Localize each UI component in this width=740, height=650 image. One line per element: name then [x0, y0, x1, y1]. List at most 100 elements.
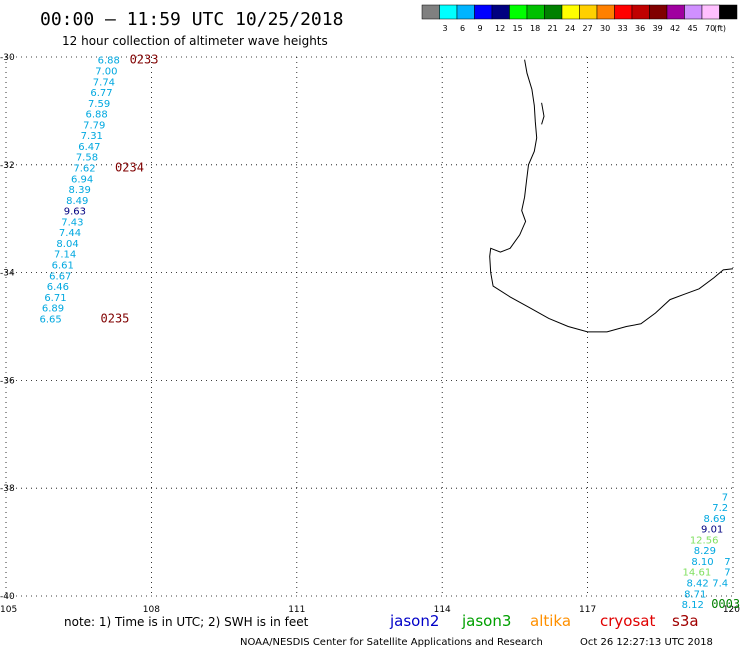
wave-height-label: 6.67 — [49, 271, 71, 282]
satellite-jason3: jason3 — [461, 612, 511, 630]
lon-tick-label: 120 — [723, 605, 740, 615]
legend-tick-label: 3 — [443, 24, 448, 33]
legend-tick-label: 39 — [653, 24, 663, 33]
legend-tick-label: 33 — [618, 24, 628, 33]
island-outline — [541, 102, 545, 125]
satellite-jason2: jason2 — [389, 612, 439, 630]
lon-tick-label: 111 — [288, 605, 305, 615]
lat-tick-label: -30 — [0, 53, 15, 63]
wave-height-label: 7.44 — [59, 228, 81, 239]
lon-tick-label: 114 — [434, 605, 451, 615]
map-area: -30 -32 -34 -36 -38 -40 105 108 111 114 117 120 6.8… — [0, 53, 740, 615]
map-title: 00:00 – 11:59 UTC 10/25/2018 — [40, 9, 343, 30]
wave-height-label: 6.47 — [78, 142, 100, 153]
wave-height-label: 7.43 — [61, 217, 83, 228]
wave-height-label: 8.69 — [703, 514, 725, 525]
legend-tick-label: 24 — [565, 24, 575, 33]
lat-tick-label: -32 — [0, 161, 15, 171]
wave-height-label: 8.12 — [682, 600, 704, 611]
legend-unit: (ft) — [714, 24, 726, 33]
wave-height-label: 7 — [724, 557, 730, 568]
legend-tick-label: 70 — [705, 24, 715, 33]
legend-swatch — [684, 4, 703, 20]
wave-height-label: 6.77 — [90, 88, 112, 99]
lat-tick-label: -38 — [0, 484, 15, 494]
legend-tick-label: 27 — [583, 24, 593, 33]
note-text: note: 1) Time is in UTC; 2) SWH is in fe… — [64, 615, 309, 629]
legend-swatch — [701, 4, 720, 20]
legend-tick-label: 6 — [460, 24, 465, 33]
legend-swatch — [509, 4, 528, 20]
track-southeast: 77.28.699.0112.568.298.1014.618.428.718.… — [682, 492, 740, 611]
legend-tick-label: 18 — [530, 24, 540, 33]
wave-height-label: 7.00 — [95, 66, 117, 77]
lon-tick-label: 105 — [0, 605, 17, 615]
legend-tick-label: 15 — [513, 24, 523, 33]
legend-swatch — [719, 4, 738, 20]
wave-height-label: 7.58 — [76, 153, 98, 164]
satellite-altika: altika — [530, 612, 571, 630]
wave-height-label: 8.71 — [684, 589, 706, 600]
legend-tick-label: 45 — [688, 24, 698, 33]
wave-height-label: 8.29 — [694, 546, 716, 557]
wave-height-label: 7.31 — [81, 131, 103, 142]
lon-tick-label: 117 — [579, 605, 596, 615]
wave-height-label: 6.89 — [42, 304, 64, 315]
wave-height-label: 6.61 — [52, 261, 74, 272]
legend-tick-label: 12 — [495, 24, 505, 33]
legend-tick-label: 9 — [478, 24, 483, 33]
satellite-s3a: s3a — [672, 612, 699, 630]
legend-swatch — [439, 4, 458, 20]
wave-height-label: 6.94 — [71, 174, 93, 185]
axis-tick-labels: -30 -32 -34 -36 -38 -40 105 108 111 114 117 120 — [0, 53, 740, 615]
grid-lines — [5, 56, 734, 597]
satellite-cryosat: cryosat — [600, 612, 655, 630]
legend-tick-label: 42 — [670, 24, 680, 33]
wave-height-label: 8.04 — [56, 239, 78, 250]
wave-height-label: 6.88 — [86, 110, 108, 121]
legend-swatch — [631, 4, 650, 20]
wave-height-label: 6.46 — [47, 282, 69, 293]
wave-height-label: 7.2 — [712, 503, 728, 514]
wave-height-label: 8.10 — [691, 557, 713, 568]
wave-height-label: 12.56 — [690, 535, 719, 546]
time-label: 0235 — [101, 311, 130, 325]
time-label: 0003 — [711, 597, 740, 611]
legend-swatch — [614, 4, 633, 20]
track-west: 6.887.007.746.777.596.887.797.316.477.58… — [39, 53, 158, 326]
map-subtitle: 12 hour collection of altimeter wave hei… — [62, 34, 328, 48]
wave-height-label: 7.14 — [54, 250, 76, 261]
wave-height-label: 7 — [724, 568, 730, 579]
wave-height-label: 7 — [722, 492, 728, 503]
wave-height-label: 8.39 — [69, 185, 91, 196]
wave-height-label: 8.42 — [687, 579, 709, 590]
legend-swatch — [561, 4, 580, 20]
legend-tick-label: 36 — [635, 24, 645, 33]
footer-credit: NOAA/NESDIS Center for Satellite Applica… — [240, 637, 543, 648]
wave-height-label: 9.01 — [701, 525, 723, 536]
time-label: 0233 — [130, 53, 159, 67]
wave-height-label: 6.88 — [98, 56, 120, 67]
wave-height-label: 7.62 — [73, 163, 95, 174]
wave-height-label: 8.49 — [66, 196, 88, 207]
wave-height-label: 9.63 — [64, 207, 86, 218]
wave-height-label: 7.74 — [93, 77, 115, 88]
lat-tick-label: -40 — [0, 592, 15, 602]
satellite-legend: jason2 jason3 altika cryosat s3a — [389, 612, 699, 630]
wave-height-label: 14.61 — [683, 568, 712, 579]
legend-swatch — [474, 4, 493, 20]
lat-tick-label: -34 — [0, 269, 15, 279]
legend-swatch — [491, 4, 510, 20]
wave-height-label: 6.71 — [44, 293, 66, 304]
altimeter-tracks: 6.887.007.746.777.596.887.797.316.477.58… — [39, 53, 740, 611]
legend-swatch — [666, 4, 685, 20]
wave-height-label: 7.4 — [712, 579, 728, 590]
wave-height-label: 7.79 — [83, 120, 105, 131]
coastline — [489, 59, 734, 333]
legend-swatch — [649, 4, 668, 20]
color-legend: 3 6 9 12 15 18 21 24 27 30 33 36 39 42 45 70 — [421, 4, 738, 33]
legend-swatch — [544, 4, 563, 20]
lon-tick-label: 108 — [143, 605, 160, 615]
footer-timestamp: Oct 26 12:27:13 UTC 2018 — [580, 637, 713, 648]
